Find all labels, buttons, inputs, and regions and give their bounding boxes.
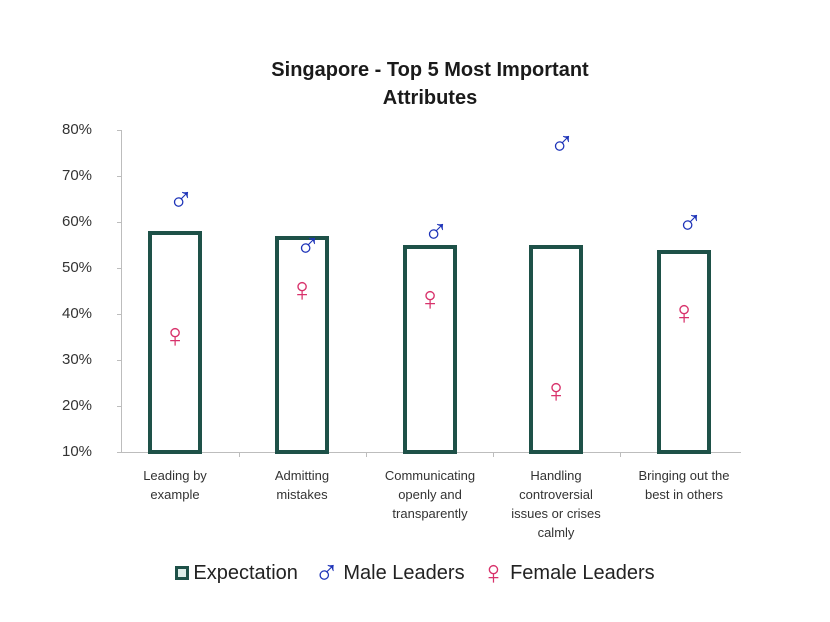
female-symbol-icon: ♀ xyxy=(289,270,315,309)
x-axis-category-label: Leading by example xyxy=(143,468,207,502)
x-tick-mark xyxy=(366,452,367,457)
y-tick-label: 50% xyxy=(62,259,93,276)
expectation-bar xyxy=(275,235,329,454)
male-symbol-icon: ♂ xyxy=(313,554,340,592)
x-tick-mark xyxy=(238,452,240,457)
legend-label-male: Male Leaders xyxy=(343,561,465,584)
y-tick-mark xyxy=(117,452,122,453)
expectation-swatch-icon xyxy=(175,566,190,580)
y-tick-label: 30% xyxy=(62,351,93,368)
legend-item-female: ♀ Female Leaders xyxy=(481,556,655,590)
y-tick-mark xyxy=(117,176,122,177)
male-symbol-icon: ♂ xyxy=(549,125,575,164)
y-tick-label: 20% xyxy=(62,397,93,414)
y-tick-label: 40% xyxy=(62,305,93,322)
male-symbol-icon: ♂ xyxy=(295,226,321,265)
male-symbol-icon: ♂ xyxy=(168,180,194,219)
female-symbol-icon: ♀ xyxy=(480,554,507,592)
female-symbol-icon: ♀ xyxy=(543,372,569,410)
y-tick-mark xyxy=(117,314,122,315)
y-tick-label: 10% xyxy=(62,443,93,460)
chart-title: Singapore - Top 5 Most Important Attribu… xyxy=(200,56,660,112)
legend-label-female: Female Leaders xyxy=(510,561,655,584)
legend-item-expectation: Expectation xyxy=(175,562,298,585)
expectation-bar xyxy=(403,245,457,454)
female-symbol-icon: ♀ xyxy=(417,280,443,318)
expectation-bar xyxy=(529,245,583,454)
y-tick-mark xyxy=(117,268,122,269)
female-symbol-icon: ♀ xyxy=(671,293,697,332)
x-axis-category-label: Handling controversial issues or crises cal… xyxy=(511,468,601,540)
chart-title-line2: Attributes xyxy=(382,87,478,109)
legend-label-expectation: Expectation xyxy=(193,561,298,584)
y-tick-mark xyxy=(117,130,122,131)
x-axis-category-label: Bringing out the best in others xyxy=(638,468,730,502)
y-tick-mark xyxy=(117,222,122,223)
female-symbol-icon: ♀ xyxy=(162,316,188,355)
male-symbol-icon: ♂ xyxy=(677,203,703,242)
y-tick-label: 70% xyxy=(62,167,93,184)
male-symbol-icon: ♂ xyxy=(423,212,449,251)
x-tick-mark xyxy=(493,452,494,457)
y-axis-line xyxy=(121,130,122,453)
legend: Expectation ♂ Male Leaders ♀ Female Lead… xyxy=(0,556,830,590)
y-tick-mark xyxy=(117,360,122,361)
x-axis-category-label: Communicating openly and transparently xyxy=(384,468,476,521)
y-tick-mark xyxy=(117,406,122,407)
x-tick-mark xyxy=(620,452,621,457)
chart-title-line1: Singapore - Top 5 Most Important xyxy=(271,59,589,81)
legend-item-male: ♂ Male Leaders xyxy=(314,556,465,590)
expectation-bar xyxy=(657,249,711,454)
y-tick-label: 60% xyxy=(62,213,93,230)
y-tick-label: 80% xyxy=(62,121,93,138)
x-axis-category-label: Admitting mistakes xyxy=(274,468,330,502)
expectation-bar xyxy=(148,231,202,454)
